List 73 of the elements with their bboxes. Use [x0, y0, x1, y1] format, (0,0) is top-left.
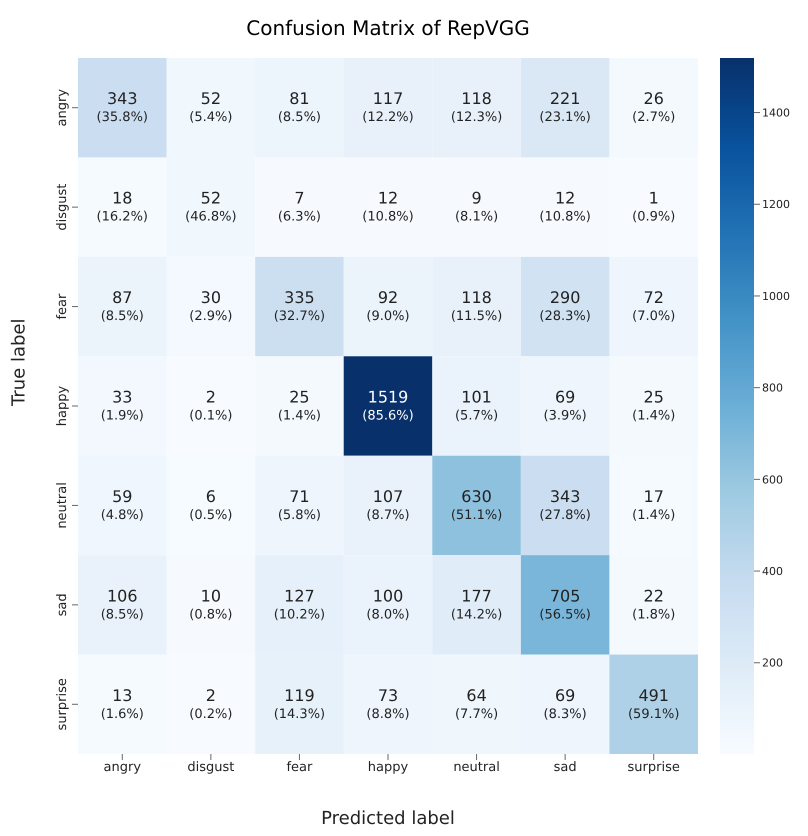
data-label: 100 (8.0%)	[366, 586, 410, 622]
data-label: 72 (7.0%)	[632, 288, 676, 324]
data-label: 119 (14.3%)	[274, 686, 326, 722]
x-tick-label: sad	[554, 760, 577, 776]
data-label: 92 (9.0%)	[366, 288, 410, 324]
data-label: 343 (27.8%)	[539, 486, 591, 523]
data-label: 52 (5.4%)	[189, 89, 232, 126]
color-bar-label: 200	[762, 656, 783, 670]
data-label: 12 (10.8%)	[362, 188, 414, 225]
data-label: 87 (8.5%)	[100, 288, 144, 324]
data-label: 1519 (85.6%)	[362, 388, 414, 424]
x-tick-label: happy	[368, 760, 409, 776]
data-label: 6 (0.5%)	[189, 486, 232, 523]
data-label: 118 (12.3%)	[450, 89, 502, 126]
data-label: 127 (10.2%)	[274, 586, 326, 622]
color-bar-label: 600	[762, 473, 783, 486]
data-label: 106 (8.5%)	[100, 586, 144, 622]
x-tick-label: disgust	[187, 760, 234, 776]
chart-title: Confusion Matrix of RepVGG	[245, 16, 531, 40]
data-label: 18 (16.2%)	[96, 188, 148, 225]
y-tick-label: surprise	[55, 678, 70, 730]
data-label: 118 (11.5%)	[450, 288, 502, 324]
data-label: 177 (14.2%)	[450, 586, 502, 622]
y-tick-label: fear	[55, 292, 70, 320]
data-label: 25 (1.4%)	[278, 388, 322, 424]
data-label: 107 (8.7%)	[366, 486, 410, 523]
data-label: 17 (1.4%)	[632, 486, 676, 523]
y-tick-label: disgust	[55, 184, 70, 231]
data-label: 69 (3.9%)	[544, 388, 587, 424]
color-bar-label: 400	[762, 564, 783, 578]
data-label: 10 (0.8%)	[189, 586, 232, 622]
data-label: 491 (59.1%)	[628, 686, 680, 722]
data-label: 7 (6.3%)	[278, 188, 322, 225]
data-label: 30 (2.9%)	[189, 288, 232, 324]
x-tick-label: fear	[286, 760, 314, 776]
color-bar-label: 1400	[762, 106, 790, 120]
x-axis-title: Predicted label	[321, 808, 455, 829]
y-tick-label: sad	[55, 593, 70, 616]
data-label: 117 (12.2%)	[362, 89, 414, 126]
y-tick-label: angry	[55, 88, 70, 126]
color-bar-label: 1000	[762, 290, 790, 303]
y-tick-label: happy	[55, 385, 70, 426]
data-label: 13 (1.6%)	[100, 686, 144, 722]
data-label: 81 (8.5%)	[278, 89, 322, 126]
data-label: 71 (5.8%)	[278, 486, 322, 523]
data-label: 12 (10.8%)	[539, 188, 591, 225]
data-label: 9 (8.1%)	[454, 188, 498, 225]
data-label: 26 (2.7%)	[632, 89, 676, 126]
data-label: 2 (0.1%)	[189, 388, 232, 424]
color-bar-label: 800	[762, 382, 783, 395]
data-label: 25 (1.4%)	[632, 388, 676, 424]
data-label: 33 (1.9%)	[100, 388, 144, 424]
data-label: 1 (0.9%)	[632, 188, 676, 225]
data-label: 630 (51.1%)	[450, 486, 502, 523]
data-label: 290 (28.3%)	[539, 288, 591, 324]
y-axis-title: True label	[8, 318, 30, 407]
data-label: 221 (23.1%)	[539, 89, 591, 126]
data-label: 335 (32.7%)	[274, 288, 326, 324]
x-tick-label: neutral	[453, 760, 500, 776]
data-label: 73 (8.8%)	[366, 686, 410, 722]
y-tick-label: neutral	[55, 482, 70, 529]
color-bar-label: 1200	[762, 198, 790, 212]
data-label: 69 (8.3%)	[544, 686, 587, 722]
data-label: 59 (4.8%)	[100, 486, 144, 523]
data-label: 705 (56.5%)	[539, 586, 591, 622]
x-tick-label: angry	[104, 760, 142, 776]
data-label: 64 (7.7%)	[454, 686, 498, 722]
data-label: 343 (35.8%)	[96, 89, 148, 126]
data-label: 52 (46.8%)	[185, 188, 237, 225]
data-label: 22 (1.8%)	[632, 586, 676, 622]
data-label: 2 (0.2%)	[189, 686, 232, 722]
data-label: 101 (5.7%)	[454, 388, 498, 424]
x-tick-label: surprise	[628, 760, 680, 776]
